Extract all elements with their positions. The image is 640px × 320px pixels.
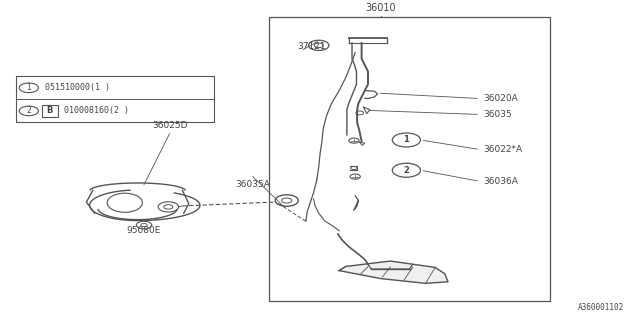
Text: 36035A: 36035A — [236, 180, 270, 189]
Bar — [269, 17, 550, 301]
Text: 95080E: 95080E — [127, 226, 161, 235]
Text: B: B — [47, 107, 52, 116]
Text: 36020A: 36020A — [483, 94, 518, 103]
Text: 2: 2 — [26, 107, 31, 116]
Text: 1: 1 — [26, 83, 31, 92]
Polygon shape — [339, 261, 448, 283]
Text: 36036A: 36036A — [483, 177, 518, 186]
Text: 010008160(2 ): 010008160(2 ) — [64, 107, 129, 116]
Text: 36025D: 36025D — [152, 121, 188, 131]
Text: 051510000(1 ): 051510000(1 ) — [45, 83, 110, 92]
Text: 36022*A: 36022*A — [483, 145, 522, 154]
Text: 37121: 37121 — [298, 42, 326, 51]
Bar — [42, 105, 58, 116]
Bar — [16, 76, 214, 123]
Text: 1: 1 — [403, 135, 410, 144]
Text: A360001102: A360001102 — [578, 303, 624, 312]
Text: 36035: 36035 — [483, 110, 512, 119]
Text: 36010: 36010 — [365, 3, 396, 12]
Text: 2: 2 — [403, 166, 410, 175]
